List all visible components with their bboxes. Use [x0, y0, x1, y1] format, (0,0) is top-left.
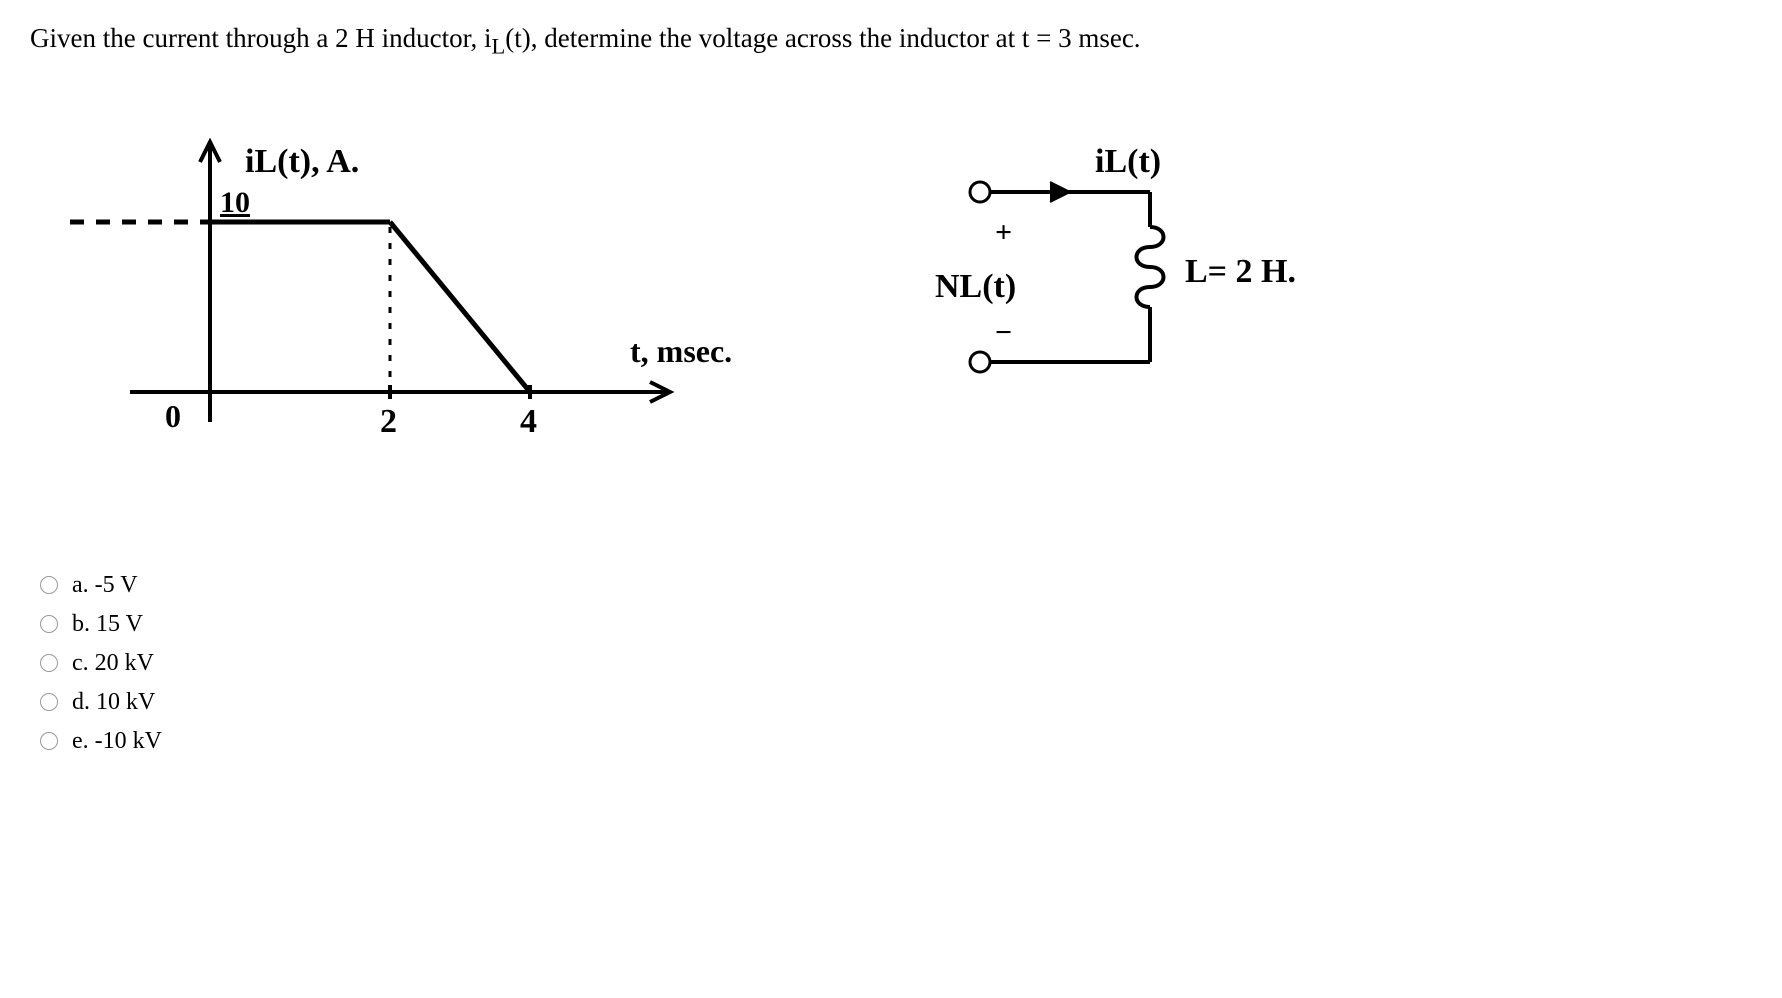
option-a[interactable]: a. -5 V: [30, 572, 1752, 599]
option-d[interactable]: d. 10 kV: [30, 689, 1752, 716]
origin-label: 0: [165, 398, 181, 434]
option-text: -10 kV: [95, 728, 162, 755]
current-arrow: [1050, 182, 1070, 202]
option-letter: a.: [72, 572, 89, 599]
inductor-value: L= 2 H.: [1185, 253, 1296, 290]
question-suffix: (t), determine the voltage across the in…: [505, 23, 1140, 53]
radio-icon[interactable]: [40, 576, 58, 594]
y-axis-label: iL(t), A.: [245, 143, 359, 180]
current-label: iL(t): [1095, 143, 1161, 180]
voltage-label: NL(t): [935, 268, 1016, 305]
figure-area: iL(t), A. 10 0 2 4 t, msec. iL(t) + NL(t…: [30, 112, 1752, 532]
bottom-terminal: [970, 352, 990, 372]
y-value-10: 10: [220, 186, 250, 219]
option-c[interactable]: c. 20 kV: [30, 650, 1752, 677]
x-axis-label: t, msec.: [630, 333, 732, 369]
radio-icon[interactable]: [40, 654, 58, 672]
option-b[interactable]: b. 15 V: [30, 611, 1752, 638]
current-graph: iL(t), A. 10 0 2 4 t, msec.: [70, 112, 850, 512]
option-letter: c.: [72, 650, 89, 677]
x-tick-2-label: 2: [380, 403, 397, 440]
option-text: 15 V: [96, 611, 143, 638]
option-letter: d.: [72, 689, 90, 716]
v-minus: −: [995, 316, 1012, 349]
radio-icon[interactable]: [40, 693, 58, 711]
option-text: -5 V: [95, 572, 138, 599]
question-prefix: Given the current through a 2 H inductor…: [30, 23, 492, 53]
top-terminal: [970, 182, 990, 202]
question-sub: L: [492, 33, 506, 58]
answer-options: a. -5 V b. 15 V c. 20 kV d. 10 kV e. -10…: [30, 572, 1752, 755]
v-plus: +: [995, 216, 1012, 249]
option-letter: b.: [72, 611, 90, 638]
option-text: 20 kV: [95, 650, 154, 677]
question-text: Given the current through a 2 H inductor…: [30, 20, 1752, 62]
option-letter: e.: [72, 728, 89, 755]
option-e[interactable]: e. -10 kV: [30, 728, 1752, 755]
radio-icon[interactable]: [40, 615, 58, 633]
inductor-coil: [1137, 227, 1164, 307]
slope-line: [390, 222, 530, 392]
x-tick-4-label: 4: [520, 403, 537, 440]
option-text: 10 kV: [96, 689, 155, 716]
inductor-circuit: iL(t) + NL(t) − L= 2 H.: [910, 132, 1390, 452]
radio-icon[interactable]: [40, 732, 58, 750]
